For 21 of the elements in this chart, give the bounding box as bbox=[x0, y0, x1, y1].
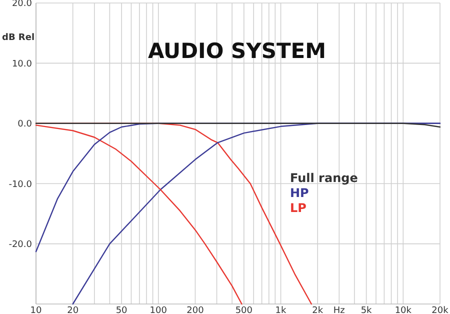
y-axis-title: dB Rel bbox=[2, 33, 35, 43]
x-tick-label: 20k bbox=[432, 306, 450, 314]
x-tick-label: 50 bbox=[116, 306, 128, 314]
x-tick-label: Hz bbox=[333, 306, 346, 314]
x-tick-label: 500 bbox=[235, 306, 253, 314]
x-tick-label: 5k bbox=[360, 306, 373, 314]
y-tick-label: 10.0 bbox=[12, 59, 32, 70]
text: AUDIO SYSTEM bbox=[148, 39, 326, 63]
text: Full range bbox=[290, 171, 358, 185]
x-tick-label: 200 bbox=[186, 306, 204, 314]
x-tick-label: 1k bbox=[275, 306, 288, 314]
x-tick-label: 10 bbox=[30, 306, 42, 314]
text: LP bbox=[290, 201, 307, 215]
x-tick-label: 10k bbox=[394, 306, 412, 314]
y-tick-label: 0.0 bbox=[18, 120, 32, 130]
x-tick-label: 100 bbox=[150, 306, 168, 314]
x-tick-label: 20 bbox=[67, 306, 79, 314]
x-tick-label: 2k bbox=[312, 306, 324, 314]
text: HP bbox=[290, 186, 310, 200]
y-tick-label: -20.0 bbox=[8, 240, 32, 250]
y-tick-label: -10.0 bbox=[8, 180, 32, 190]
